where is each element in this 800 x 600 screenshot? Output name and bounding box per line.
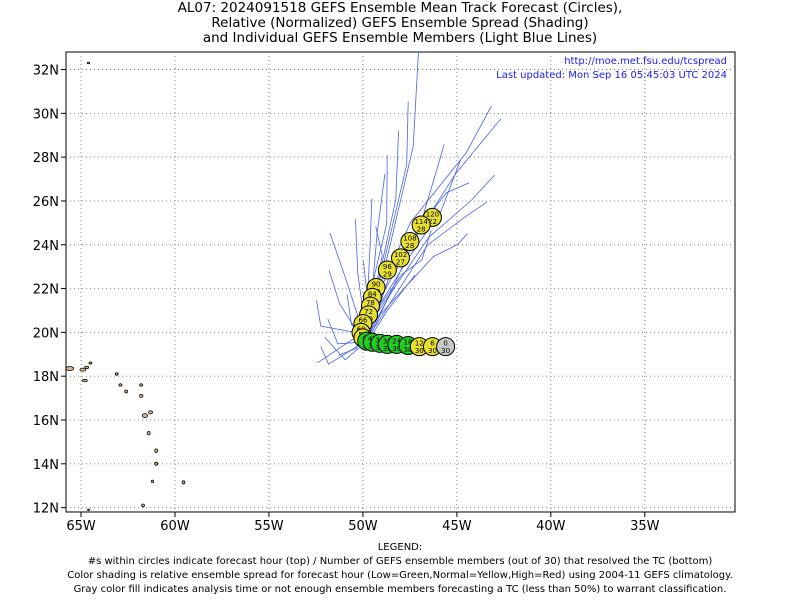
- tick-label-x: 60W: [160, 519, 190, 534]
- tick-label-y: 30N: [33, 107, 59, 122]
- track-point: 9629: [378, 261, 396, 279]
- tick-label-x: 65W: [66, 519, 96, 534]
- source-url: http://moe.met.fsu.edu/tcspread: [564, 56, 727, 67]
- member-count: 30: [428, 347, 437, 355]
- last-updated: Last updated: Mon Sep 16 05:45:03 UTC 20…: [496, 70, 727, 81]
- member-count: 27: [396, 258, 405, 266]
- track-point: 030: [437, 338, 455, 356]
- island: [87, 62, 89, 64]
- tick-label-y: 20N: [33, 326, 59, 341]
- tick-label-y: 32N: [33, 64, 59, 79]
- legend-line-3: Gray color fill indicates analysis time …: [0, 584, 800, 596]
- tick-label-x: 55W: [254, 519, 284, 534]
- track-point: 11428: [412, 216, 430, 234]
- tick-label-x: 50W: [348, 519, 378, 534]
- island: [151, 480, 153, 482]
- tick-label-y: 14N: [33, 458, 59, 473]
- tick-label-x: 35W: [630, 519, 660, 534]
- island: [155, 462, 158, 465]
- island: [66, 367, 74, 371]
- track-point: 10828: [401, 232, 419, 250]
- island: [142, 414, 147, 418]
- island: [147, 431, 150, 435]
- tick-label-x: 40W: [536, 519, 566, 534]
- tick-label-y: 18N: [33, 370, 59, 385]
- island: [140, 384, 143, 386]
- legend-line-1: #s within circles indicate forecast hour…: [0, 556, 800, 568]
- island: [85, 366, 89, 368]
- island: [182, 481, 185, 484]
- island: [155, 449, 158, 453]
- tick-label-y: 22N: [33, 283, 59, 298]
- tick-label-x: 45W: [442, 519, 472, 534]
- island: [115, 373, 118, 375]
- island: [139, 394, 143, 397]
- island: [119, 384, 122, 386]
- island: [149, 411, 153, 414]
- island: [125, 390, 128, 393]
- tick-label-y: 16N: [33, 414, 59, 429]
- member-count: 28: [405, 242, 414, 250]
- island: [82, 379, 87, 381]
- member-count: 30: [441, 347, 450, 355]
- island: [89, 362, 92, 364]
- member-count: 29: [383, 270, 392, 278]
- tick-label-y: 12N: [33, 502, 59, 517]
- member-count: 28: [417, 226, 426, 234]
- legend-line-2: Color shading is relative ensemble sprea…: [0, 570, 800, 582]
- plot-frame: [66, 52, 735, 512]
- island: [142, 504, 145, 507]
- member-count: 30: [415, 347, 424, 355]
- tick-label-y: 26N: [33, 195, 59, 210]
- legend-heading: LEGEND:: [0, 542, 800, 554]
- island: [88, 509, 90, 511]
- tick-label-y: 24N: [33, 239, 59, 254]
- tick-label-y: 28N: [33, 151, 59, 166]
